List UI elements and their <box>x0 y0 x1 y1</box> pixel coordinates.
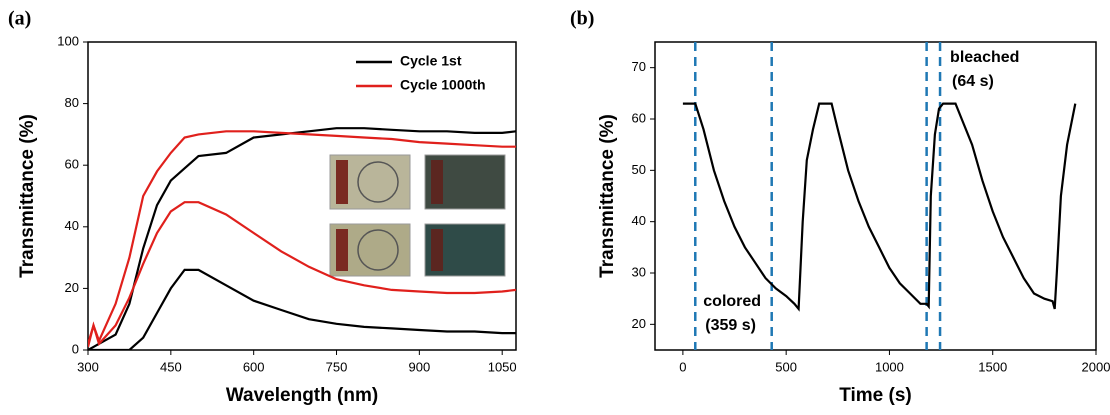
axes-frame <box>654 41 1097 351</box>
y-tick-label: 60 <box>65 157 79 172</box>
data-line <box>88 130 516 345</box>
x-axis-label: Time (s) <box>839 385 912 406</box>
y-tick-label: 0 <box>72 341 79 356</box>
x-tick-label: 450 <box>160 359 182 374</box>
y-tick-label: 70 <box>632 59 646 74</box>
y-tick-label: 30 <box>632 264 646 279</box>
x-tick-label: 2000 <box>1082 359 1110 374</box>
annotation: (64 s) <box>952 73 994 90</box>
y-tick-label: 40 <box>65 218 79 233</box>
plot-area <box>682 102 1077 312</box>
x-tick-label: 900 <box>409 359 431 374</box>
annotation: bleached <box>950 49 1019 66</box>
x-tick-label: 1000 <box>875 359 904 374</box>
y-tick-label: 80 <box>65 95 79 110</box>
y-axis-label: Transmittance (%) <box>597 114 618 278</box>
x-tick-label: 600 <box>243 359 265 374</box>
x-tick-label: 500 <box>775 359 797 374</box>
inset-photos <box>329 154 506 277</box>
panel-label: (b) <box>570 8 594 30</box>
legend-label: Cycle 1st <box>400 53 462 69</box>
x-tick-label: 1500 <box>978 359 1007 374</box>
panel-label: (a) <box>8 8 31 30</box>
data-line <box>88 127 516 350</box>
x-tick-label: 1050 <box>488 359 517 374</box>
y-tick-label: 50 <box>632 162 646 177</box>
y-tick-label: 20 <box>65 280 79 295</box>
y-tick-label: 100 <box>57 33 79 48</box>
x-tick-label: 0 <box>679 359 686 374</box>
y-tick-label: 40 <box>632 213 646 228</box>
axes-frame <box>87 41 517 351</box>
data-line <box>88 268 516 350</box>
x-axis-label: Wavelength (nm) <box>226 385 378 406</box>
y-tick-label: 20 <box>632 316 646 331</box>
data-line <box>682 102 1077 312</box>
y-tick-label: 60 <box>632 110 646 125</box>
y-axis-label: Transmittance (%) <box>17 114 38 278</box>
annotation: (359 s) <box>705 317 756 334</box>
x-tick-label: 750 <box>326 359 348 374</box>
plot-area <box>88 127 516 350</box>
data-line <box>88 201 516 348</box>
annotation: colored <box>703 293 761 310</box>
legend-label: Cycle 1000th <box>400 77 486 93</box>
x-tick-label: 300 <box>77 359 99 374</box>
